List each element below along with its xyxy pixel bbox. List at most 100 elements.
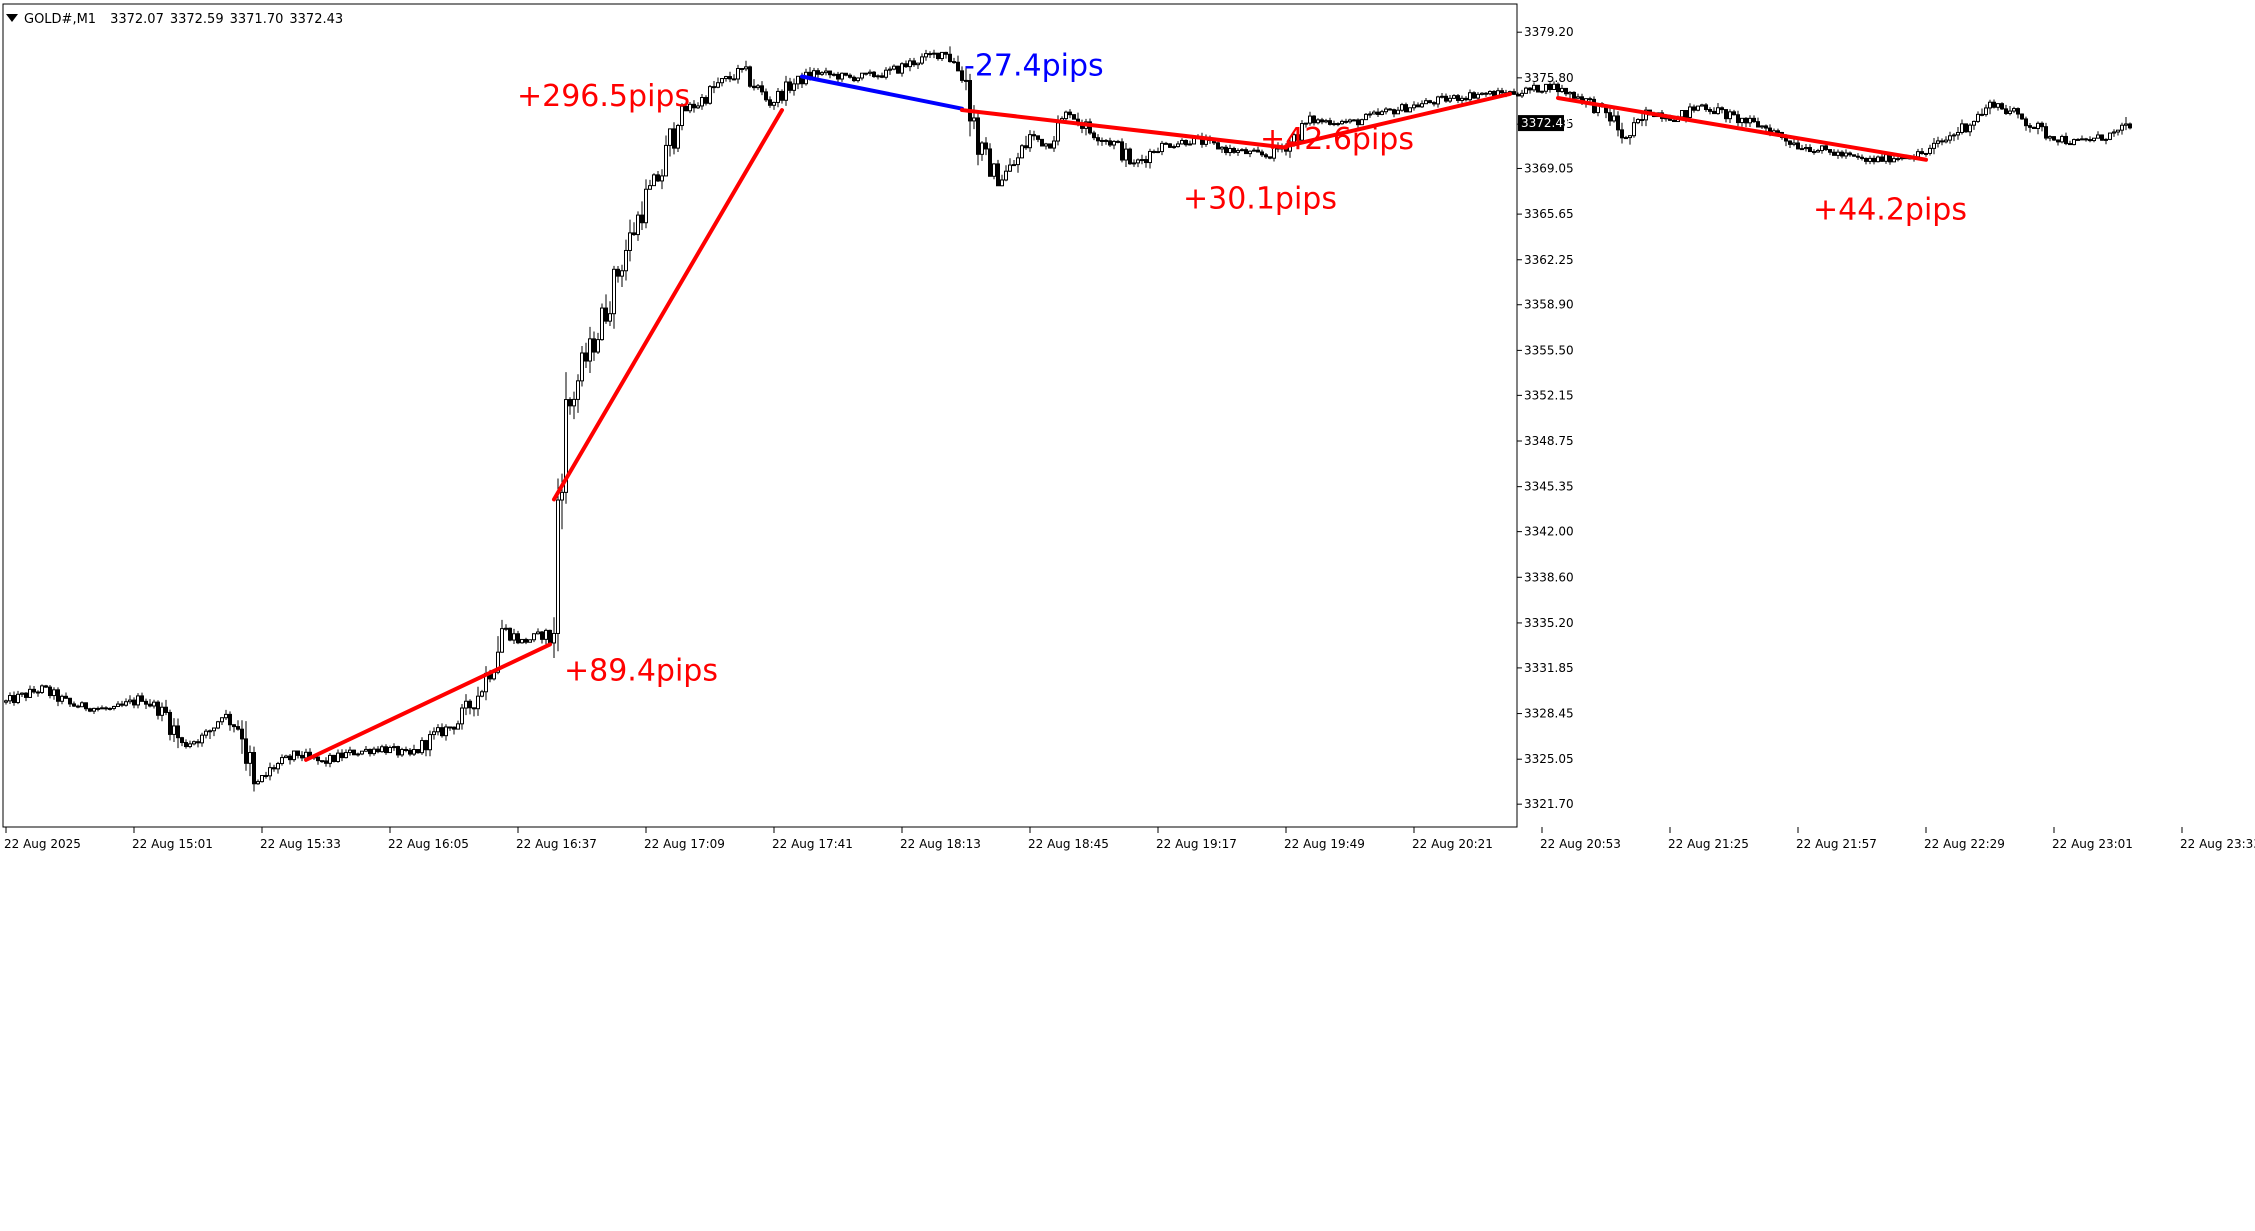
candle [968, 73, 972, 137]
candle [1064, 110, 1068, 122]
candle [244, 721, 248, 771]
candle [500, 619, 504, 653]
candle [272, 764, 276, 772]
candle [1200, 132, 1204, 148]
price-tick-label: 3348.75 [1524, 434, 1574, 448]
candle [1956, 126, 1960, 140]
candle-series [4, 46, 2132, 792]
trendline-label: -27.4pips [964, 49, 1104, 84]
candle [1924, 152, 1928, 157]
candle [2000, 102, 2004, 111]
candle [1128, 147, 1132, 165]
trendline[interactable] [1284, 91, 1512, 149]
candle [356, 752, 360, 757]
candle [964, 68, 968, 91]
candle [2116, 129, 2120, 136]
candle [424, 739, 428, 757]
candle [856, 77, 860, 83]
candle [316, 756, 320, 765]
candle [760, 81, 764, 96]
candle [1840, 150, 1844, 159]
time-tick-label: 22 Aug 18:45 [1028, 837, 1109, 851]
candle [1120, 138, 1124, 163]
trendline-label: +89.4pips [564, 653, 718, 688]
candle [1180, 138, 1184, 145]
candle [1452, 94, 1456, 99]
candle [1816, 148, 1820, 153]
candle [28, 685, 32, 698]
candle [2060, 134, 2064, 144]
candle [1368, 111, 1372, 118]
candle [2080, 135, 2084, 141]
candle [1820, 145, 1824, 154]
trendline[interactable] [552, 108, 784, 502]
candle [532, 633, 536, 643]
candle [840, 72, 844, 82]
candle [248, 745, 252, 777]
candle [1096, 134, 1100, 146]
candle [204, 729, 208, 739]
candle [504, 624, 508, 632]
candle [1420, 100, 1424, 108]
candle [812, 67, 816, 79]
candle [1424, 98, 1428, 105]
candle [1144, 155, 1148, 168]
trendlines[interactable] [304, 74, 1928, 762]
time-axis[interactable]: 22 Aug 2025 22 Aug 15:01 22 Aug 15:33 22 Au… [4, 827, 2255, 851]
candle [652, 173, 656, 187]
candle [1724, 109, 1728, 123]
candle [908, 57, 912, 72]
candle [2084, 137, 2088, 142]
candle [588, 326, 592, 374]
time-tick-label: 22 Aug 15:01 [132, 837, 213, 851]
candle [1104, 138, 1108, 145]
candle [1944, 136, 1948, 144]
candle [1988, 99, 1992, 115]
candle [1300, 120, 1304, 141]
candle [956, 55, 960, 72]
candle [1716, 103, 1720, 115]
candle [904, 60, 908, 68]
candle [928, 51, 932, 59]
trendline[interactable] [960, 108, 1288, 150]
candle [824, 67, 828, 76]
candle [1992, 99, 1996, 109]
candle [1448, 95, 1452, 103]
candle [1304, 122, 1308, 128]
candle [716, 77, 720, 89]
candle [1696, 105, 1700, 112]
candle [1456, 93, 1460, 104]
candle [1032, 130, 1036, 141]
candle [1108, 137, 1112, 147]
candle [192, 740, 196, 746]
candle [708, 85, 712, 105]
candle [232, 724, 236, 733]
trendline[interactable] [800, 74, 964, 111]
price-tick-label: 3342.00 [1524, 525, 1574, 539]
candle [1996, 103, 2000, 111]
candle [664, 135, 668, 177]
trendline[interactable] [304, 642, 552, 762]
price-axis[interactable]: 3379.203375.803372.353369.053365.653362.… [1517, 25, 1574, 811]
candle [696, 102, 700, 109]
price-tick-label: 3321.70 [1524, 797, 1574, 811]
candle [1116, 139, 1120, 144]
candle [700, 94, 704, 110]
candle [484, 666, 488, 701]
candle [44, 684, 48, 688]
time-tick-label: 22 Aug 23:33 [2180, 837, 2255, 851]
time-tick-label: 22 Aug 16:05 [388, 837, 469, 851]
candle [1160, 140, 1164, 156]
trendline-label: +30.1pips [1183, 182, 1337, 217]
trendline[interactable] [1556, 95, 1928, 162]
candle [1540, 90, 1544, 94]
chart-menu-triangle-icon[interactable] [6, 14, 18, 22]
candle [1044, 142, 1048, 150]
candle [520, 638, 524, 644]
candle [1404, 102, 1408, 113]
candle [16, 690, 20, 705]
candle [196, 739, 200, 748]
candle [1732, 109, 1736, 116]
